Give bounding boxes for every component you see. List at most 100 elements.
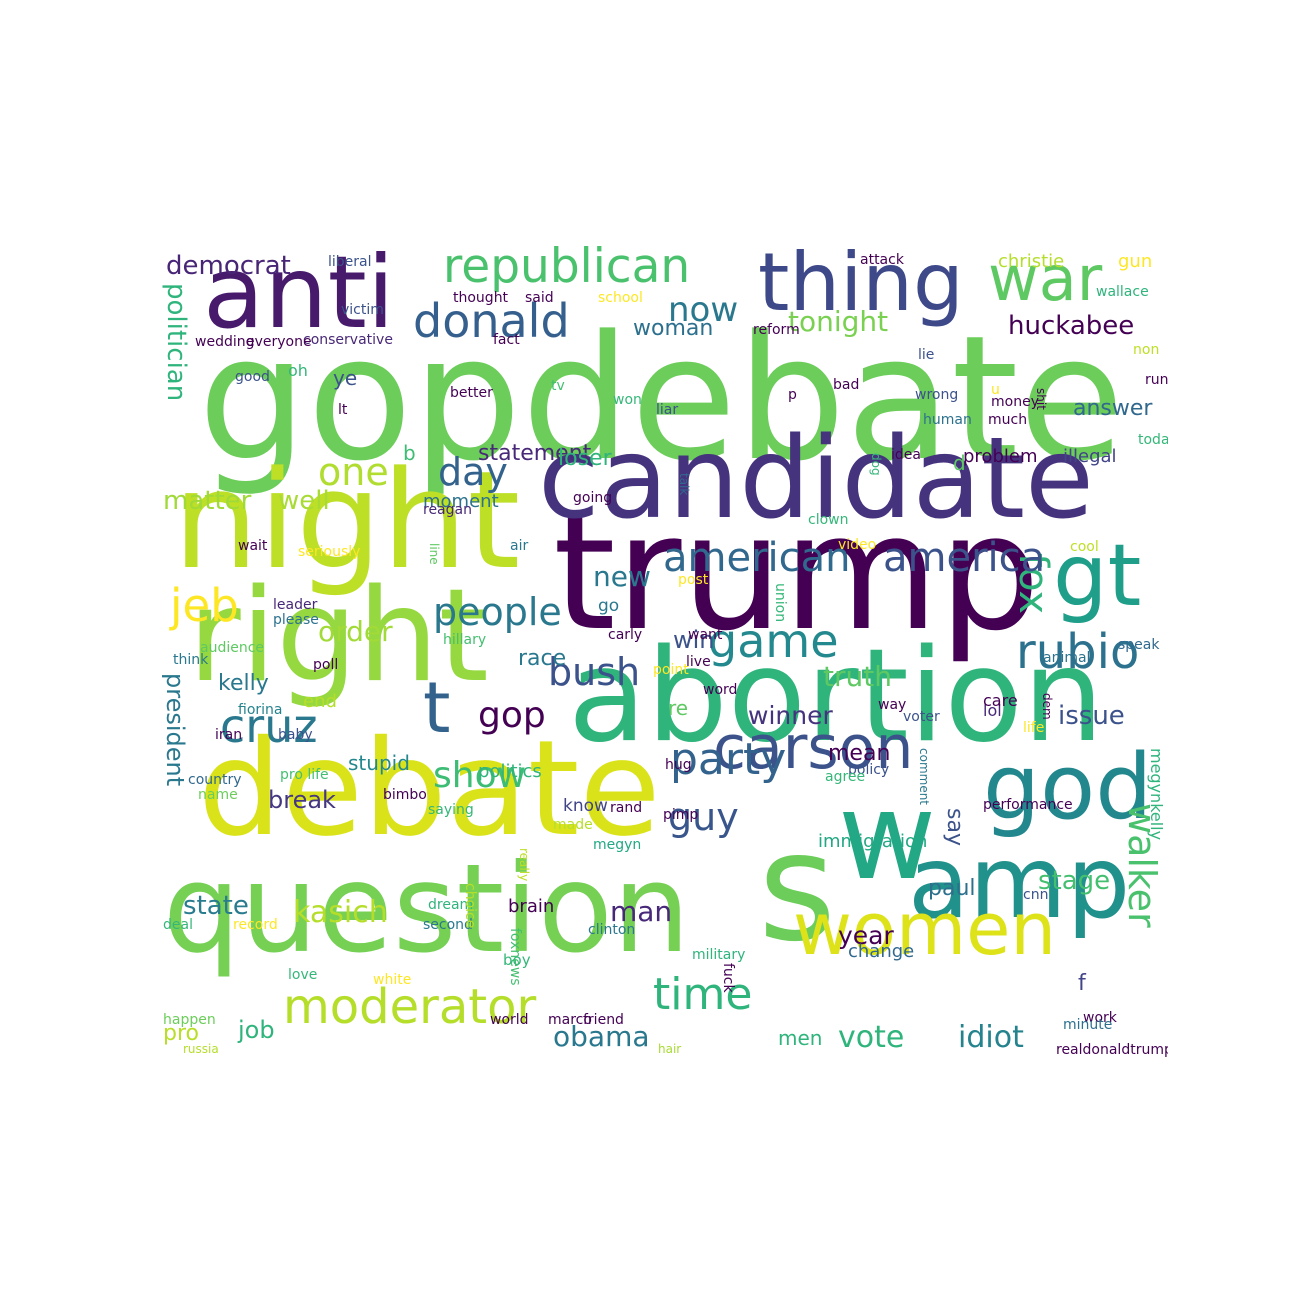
word-gun: gun (1118, 251, 1153, 272)
word-shit: shit (1034, 388, 1048, 410)
word-marco: marco (548, 1012, 592, 1028)
word-agree: agree (825, 769, 866, 785)
word-think: think (173, 652, 209, 668)
word-said: said (525, 290, 554, 306)
word-american: american (663, 535, 851, 581)
word-cloud: gopdebate trump candidate question debate abo… (158, 243, 1168, 1073)
word-hillary: hillary (443, 632, 487, 648)
word-second: second (423, 917, 473, 933)
word-people: people (433, 590, 562, 634)
word-thing: thing (758, 243, 964, 329)
word-carly: carly (608, 627, 643, 643)
word-matter: matter (163, 486, 252, 516)
word-fuck: fuck (720, 963, 736, 993)
word-tonight: tonight (788, 305, 889, 338)
word-iran: iran (215, 727, 243, 743)
word-day: day (438, 450, 508, 494)
word-answer: answer (1073, 396, 1153, 421)
word-cool: cool (1070, 539, 1099, 555)
word-attack: attack (860, 252, 904, 268)
word-work: work (1083, 1010, 1117, 1026)
word-christie: christie (998, 251, 1065, 272)
word-really: really (517, 848, 531, 882)
word-question: question (163, 838, 691, 980)
word-kasich: kasich (293, 895, 388, 930)
word-one: one (318, 450, 389, 494)
word-want: want (688, 627, 723, 643)
word-obama: obama (553, 1020, 650, 1053)
word-year: year (838, 921, 894, 950)
word-know: know (563, 796, 608, 816)
word-good: good (235, 369, 270, 385)
word-s: s (758, 801, 837, 975)
word-non: non (1133, 342, 1160, 358)
word-f: f (1078, 971, 1086, 996)
word-cruz: cruz (220, 699, 318, 753)
word-democrat: democrat (166, 251, 291, 281)
word-wait: wait (238, 538, 268, 554)
word-line: line (427, 543, 441, 565)
word-race: race (518, 646, 567, 671)
word-politics: politics (478, 761, 542, 782)
word-conservative: conservative (303, 332, 393, 348)
word-pro-life: pro life (280, 767, 329, 783)
word-live: live (686, 654, 711, 670)
word-d: d (953, 451, 966, 475)
word-u: u (991, 382, 1000, 398)
word-man: man (610, 895, 673, 928)
word-name: name (198, 787, 238, 803)
word-seriously: seriously (298, 544, 361, 560)
word-show: show (433, 755, 527, 796)
word-everyone: everyone (246, 334, 312, 350)
word-change: change (848, 941, 915, 962)
word-air: air (510, 538, 529, 554)
word-well: well (278, 486, 330, 516)
word-megynkelly: megynkelly (1147, 748, 1166, 841)
word-lt: lt (338, 402, 348, 418)
word-fiorina: fiorina (238, 702, 283, 718)
word-life: life (1023, 720, 1045, 736)
word-go: go (598, 596, 620, 616)
word-idiot: idiot (958, 1020, 1024, 1055)
word-megyn: megyn (593, 837, 642, 853)
word-anti: anti (203, 243, 395, 351)
word-oh: oh (288, 361, 308, 380)
word-candidate: candidate (538, 414, 1094, 544)
word-friend: friend (583, 1012, 624, 1028)
word-world: world (490, 1012, 529, 1028)
word-loser: loser (558, 446, 612, 471)
word-statement: statement (478, 441, 592, 466)
word-pro: pro (163, 1021, 199, 1046)
word-won: won (613, 392, 642, 408)
word-post: post (678, 572, 709, 588)
word-point: point (653, 662, 689, 678)
word-lie: lie (918, 347, 935, 363)
word-state: state (183, 891, 249, 921)
word-god: god (983, 735, 1153, 840)
word-cnn: cnn (1023, 887, 1049, 903)
word-hair: hair (658, 1042, 682, 1056)
word-say: say (942, 808, 967, 846)
word-union: union (772, 583, 788, 623)
word-minute: minute (1063, 1017, 1113, 1033)
word-voter: voter (903, 709, 940, 725)
word-trump: trump (553, 479, 1041, 666)
word-bad: bad (833, 377, 860, 393)
word-winner: winner (748, 701, 833, 730)
word-dog: dog (869, 453, 883, 476)
word-jeb: jeb (170, 579, 239, 632)
word-bimbo: bimbo (383, 787, 427, 803)
word-mean: mean (828, 741, 891, 766)
word-job: job (238, 1016, 275, 1044)
word-human: human (923, 412, 972, 428)
word-saying: saying (428, 802, 474, 818)
word-care: care (983, 691, 1018, 710)
word-performance: performance (983, 797, 1073, 813)
word-dream: dream (428, 897, 474, 913)
word-tv: tv (551, 378, 565, 394)
word-liberal: liberal (328, 254, 372, 270)
word-win: win (673, 626, 715, 654)
word-gopdebate: gopdebate (198, 298, 1125, 499)
word-idea: idea (891, 447, 921, 463)
word-stage: stage (1038, 866, 1111, 896)
